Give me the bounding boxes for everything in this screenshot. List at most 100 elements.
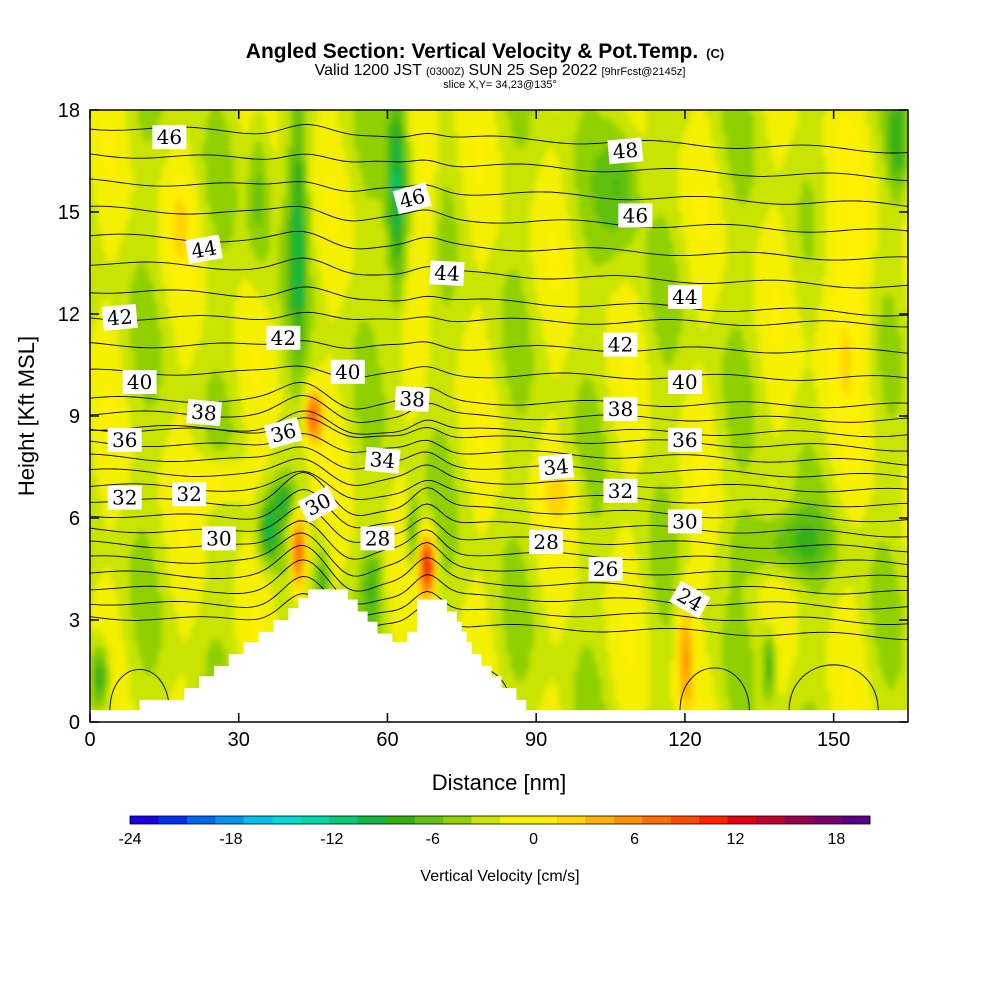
contour-label: 28 xyxy=(361,526,395,550)
contour-label: 42 xyxy=(603,333,637,357)
chart-subtitle: Valid 1200 JST (0300Z) SUN 25 Sep 2022 [9hr… xyxy=(315,62,686,79)
contour-label: 44 xyxy=(668,285,702,309)
colorbar-swatch xyxy=(785,816,814,824)
colorbar-swatch xyxy=(301,816,330,824)
x-tick-label: 120 xyxy=(668,729,701,751)
x-tick-label: 0 xyxy=(84,729,95,751)
contour-label-text: 40 xyxy=(127,370,152,394)
contour-label: 38 xyxy=(395,386,430,412)
contour-label-text: 34 xyxy=(542,454,569,480)
contour-label-text: 44 xyxy=(434,261,461,286)
contour-label: 32 xyxy=(172,482,206,506)
contour-label-text: 48 xyxy=(612,138,639,164)
colorbar-tick-label: -12 xyxy=(320,831,343,848)
colorbar-swatch xyxy=(614,816,643,824)
contour-label-text: 44 xyxy=(672,285,697,309)
colorbar-swatch xyxy=(756,816,785,824)
contour-label: 42 xyxy=(266,326,300,350)
colorbar-swatch xyxy=(443,816,472,824)
x-tick-label: 90 xyxy=(525,729,547,751)
contour-label: 26 xyxy=(589,557,623,581)
x-axis-label: Distance [nm] xyxy=(432,770,567,795)
colorbar-swatch xyxy=(728,816,757,824)
contour-label-text: 32 xyxy=(608,479,633,503)
cross-section-chart: Angled Section: Vertical Velocity & Pot.… xyxy=(0,0,1000,1000)
contour-label: 28 xyxy=(529,530,563,554)
colorbar-swatch xyxy=(415,816,444,824)
colorbar-swatch xyxy=(557,816,586,824)
colorbar-swatch xyxy=(472,816,501,824)
contour-label: 36 xyxy=(108,428,142,452)
contour-label-text: 30 xyxy=(672,509,697,533)
contour-label: 30 xyxy=(668,509,702,533)
contour-label-text: 40 xyxy=(335,360,360,384)
contour-label-text: 38 xyxy=(399,386,426,411)
contour-label: 42 xyxy=(102,304,138,331)
colorbar-swatch xyxy=(585,816,614,824)
y-tick-label: 9 xyxy=(69,406,80,428)
contour-label: 32 xyxy=(603,479,637,503)
contour-label: 40 xyxy=(331,360,365,384)
y-tick-label: 0 xyxy=(69,712,80,734)
contour-label: 46 xyxy=(618,203,652,227)
x-tick-label: 60 xyxy=(376,729,398,751)
contour-label-text: 32 xyxy=(176,482,201,506)
x-tick-label: 150 xyxy=(817,729,850,751)
contour-label-text: 34 xyxy=(369,447,396,473)
y-tick-label: 12 xyxy=(58,304,80,326)
contour-label: 40 xyxy=(668,370,702,394)
contour-label-text: 46 xyxy=(623,203,648,227)
colorbar-swatch xyxy=(813,816,842,824)
colorbar-swatch xyxy=(329,816,358,824)
colorbar: -24 -18 -12 -6 0 6 12 18 xyxy=(118,816,870,848)
chart-title: Angled Section: Vertical Velocity & Pot.… xyxy=(246,40,724,63)
colorbar-tick-label: 6 xyxy=(630,831,639,848)
colorbar-swatch xyxy=(187,816,216,824)
colorbar-swatch xyxy=(842,816,871,824)
colorbar-tick-label: 0 xyxy=(529,831,538,848)
colorbar-tick-label: -6 xyxy=(426,831,440,848)
contour-label: 38 xyxy=(186,399,222,426)
colorbar-swatch xyxy=(386,816,415,824)
colorbar-swatch xyxy=(272,816,301,824)
contour-label-text: 36 xyxy=(112,428,137,452)
x-tick-label: 30 xyxy=(228,729,250,751)
contour-label: 30 xyxy=(202,526,236,550)
y-tick-label: 18 xyxy=(58,100,80,122)
colorbar-swatch xyxy=(528,816,557,824)
contour-label-text: 40 xyxy=(672,370,697,394)
contour-label-text: 38 xyxy=(608,397,633,421)
contour-label: 32 xyxy=(108,486,142,510)
contour-label: 48 xyxy=(607,137,643,164)
contour-label-text: 44 xyxy=(189,235,218,263)
colorbar-tick-label: 12 xyxy=(727,831,745,848)
contour-label: 34 xyxy=(365,447,401,474)
colorbar-swatch xyxy=(130,816,159,824)
colorbar-swatch xyxy=(158,816,187,824)
contour-label: 38 xyxy=(603,397,637,421)
contour-label: 40 xyxy=(123,370,157,394)
contour-label-text: 36 xyxy=(672,428,697,452)
colorbar-swatch xyxy=(215,816,244,824)
colorbar-swatch xyxy=(244,816,273,824)
contour-label-text: 28 xyxy=(365,526,390,550)
colorbar-swatch xyxy=(500,816,529,824)
chart-slice-info: slice X,Y= 34,23@135° xyxy=(443,79,557,91)
colorbar-swatch xyxy=(699,816,728,824)
contour-label-text: 42 xyxy=(608,333,633,357)
colorbar-tick-label: -24 xyxy=(118,831,141,848)
y-tick-label: 15 xyxy=(58,202,80,224)
colorbar-swatch xyxy=(642,816,671,824)
contour-label: 34 xyxy=(538,454,574,481)
contour-label-text: 32 xyxy=(112,486,137,510)
colorbar-tick-label: 18 xyxy=(827,831,845,848)
y-axis-label: Height [Kft MSL] xyxy=(14,336,39,496)
colorbar-swatch xyxy=(671,816,700,824)
colorbar-swatch xyxy=(358,816,387,824)
contour-label: 46 xyxy=(152,125,186,149)
contour-label-text: 26 xyxy=(593,557,618,581)
y-tick-label: 3 xyxy=(69,610,80,632)
contour-label-text: 30 xyxy=(206,526,231,550)
contour-label-text: 38 xyxy=(190,400,217,426)
